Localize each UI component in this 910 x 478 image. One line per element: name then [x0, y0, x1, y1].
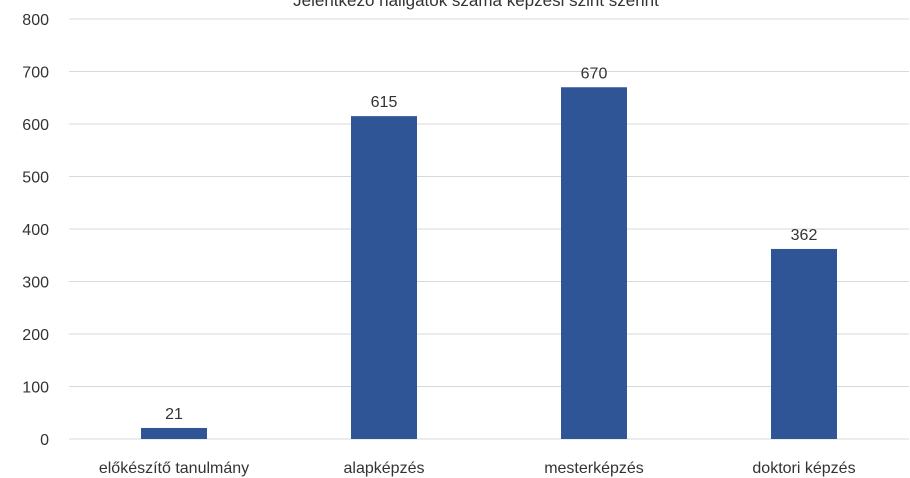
y-axis-ticks: 0 100 200 300 400 500 600 700 800 — [22, 12, 49, 449]
data-label: 21 — [165, 406, 183, 423]
bars — [141, 87, 837, 439]
y-tick-label: 300 — [22, 275, 49, 292]
y-tick-label: 500 — [22, 170, 49, 187]
y-tick-label: 400 — [22, 222, 49, 239]
y-tick-label: 0 — [40, 432, 49, 449]
y-tick-label: 100 — [22, 380, 49, 397]
data-labels: 21 615 670 362 — [165, 65, 817, 423]
data-label: 615 — [371, 94, 398, 111]
x-category-label: alapképzés — [344, 460, 425, 477]
y-tick-label: 700 — [22, 65, 49, 82]
x-category-label: előkészítő tanulmány — [99, 460, 249, 477]
gridlines — [69, 18, 909, 440]
data-label: 670 — [581, 65, 608, 82]
x-axis-categories: előkészítő tanulmány alapképzés mesterképz… — [99, 460, 856, 477]
y-tick-label: 800 — [22, 12, 49, 29]
data-label: 362 — [791, 227, 818, 244]
bar — [141, 427, 207, 439]
bar — [771, 248, 837, 439]
y-tick-label: 200 — [22, 327, 49, 344]
y-tick-label: 600 — [22, 117, 49, 134]
bar — [351, 116, 417, 439]
x-category-label: doktori képzés — [752, 460, 855, 477]
bar — [561, 87, 627, 439]
chart-title: Jelentkező hallgatók száma képzési szint… — [293, 0, 659, 10]
x-category-label: mesterképzés — [544, 460, 644, 477]
